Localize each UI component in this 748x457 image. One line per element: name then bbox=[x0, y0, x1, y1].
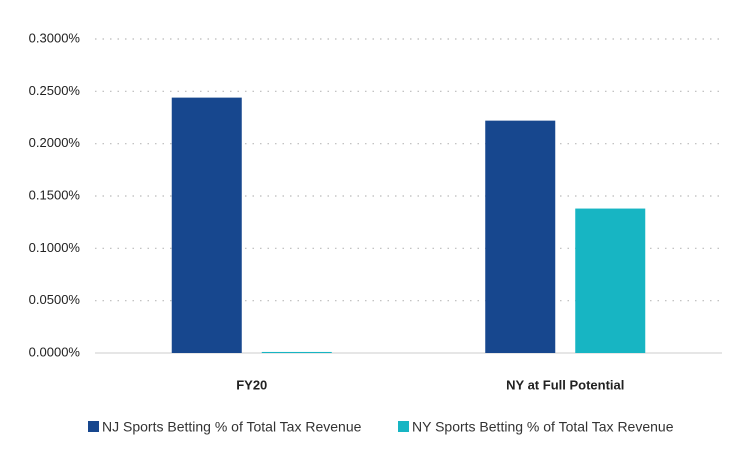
bar bbox=[171, 97, 242, 353]
bar bbox=[575, 208, 646, 353]
y-tick-label: 0.2000% bbox=[29, 135, 81, 150]
y-tick-label: 0.0500% bbox=[29, 292, 81, 307]
x-tick-label: NY at Full Potential bbox=[506, 377, 624, 392]
y-tick-label: 0.1500% bbox=[29, 187, 81, 202]
bar bbox=[485, 120, 556, 353]
legend-swatch bbox=[88, 421, 99, 432]
y-tick-label: 0.1000% bbox=[29, 240, 81, 255]
y-tick-label: 0.0000% bbox=[29, 344, 81, 359]
y-tick-label: 0.3000% bbox=[29, 30, 81, 45]
legend-swatch bbox=[398, 421, 409, 432]
legend-label: NJ Sports Betting % of Total Tax Revenue bbox=[102, 419, 362, 435]
bar bbox=[261, 351, 332, 353]
x-tick-label: FY20 bbox=[236, 377, 267, 392]
y-tick-label: 0.2500% bbox=[29, 83, 81, 98]
legend-label: NY Sports Betting % of Total Tax Revenue bbox=[412, 419, 674, 435]
